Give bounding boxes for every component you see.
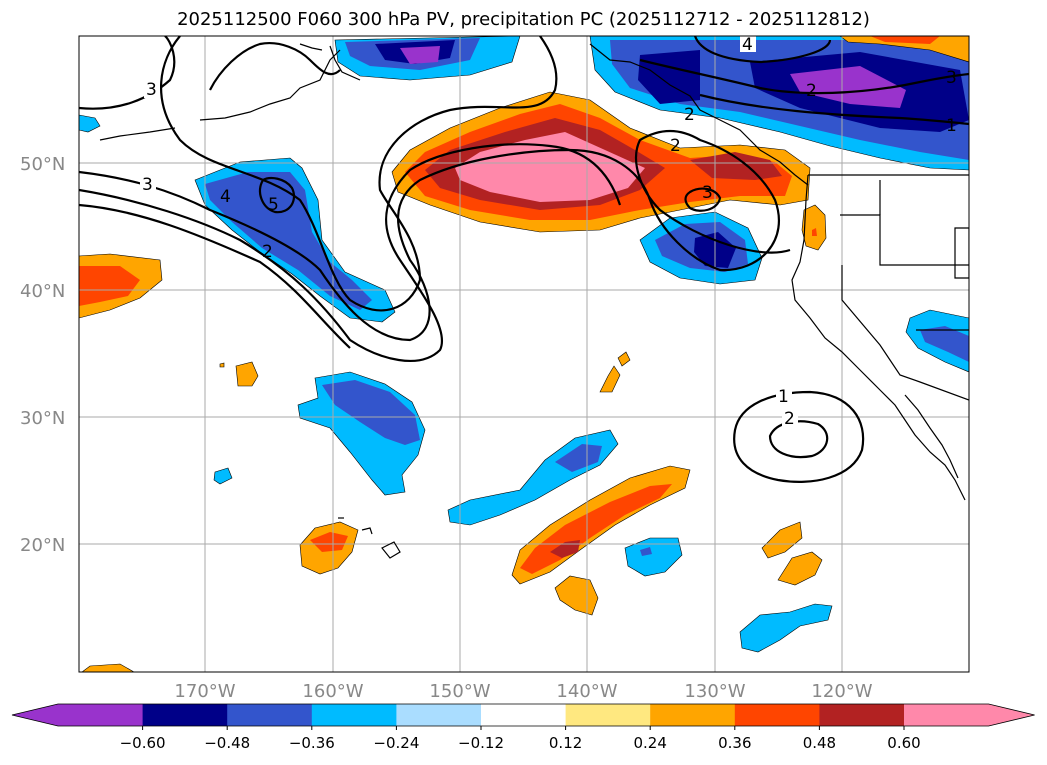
- precip-anomaly-positive: [455, 132, 645, 202]
- precip-anomaly-negative: [739, 603, 833, 653]
- precip-anomaly-negative: [640, 547, 652, 556]
- colorbar-tick-label: −0.48: [204, 734, 250, 752]
- coastlines: [99, 43, 969, 559]
- colorbar-tick-label: −0.24: [373, 734, 419, 752]
- precip-anomaly-positive: [235, 361, 259, 387]
- lat-label-40n: 40°N: [20, 281, 65, 302]
- lon-label-160w: 160°W: [302, 681, 363, 702]
- precip-anomaly-positive: [777, 551, 823, 586]
- contour-label: 2: [262, 242, 273, 262]
- lon-label-120w: 120°W: [811, 681, 872, 702]
- contour-label: 3: [946, 68, 957, 88]
- lon-axis: 170°W 160°W 150°W 140°W 130°W 120°W: [174, 681, 872, 702]
- map-panel: 3 4 3 4 5 2 2 3 2 1 3 2 1 2: [79, 35, 969, 672]
- colorbar-swatch: [311, 704, 397, 726]
- contour-label: 5: [268, 195, 279, 215]
- contour-labels: 3 4 3 4 5 2 2 3 2 1 3 2 1 2: [140, 35, 957, 429]
- lon-label-140w: 140°W: [556, 681, 617, 702]
- precip-anomaly-negative: [205, 172, 372, 310]
- lon-label-170w: 170°W: [174, 681, 235, 702]
- contour-label: 1: [778, 387, 789, 407]
- map-border: [78, 35, 970, 673]
- precip-anomaly-positive: [801, 204, 827, 251]
- colorbar-tick-label: 0.60: [887, 734, 920, 752]
- colorbar-swatch: [819, 704, 905, 726]
- precip-anomaly-positive: [219, 362, 225, 368]
- colorbar-swatch: [396, 704, 482, 726]
- precip-anomaly-positive: [79, 266, 140, 306]
- colorbar-tick-label: 0.12: [549, 734, 582, 752]
- colorbar-swatch: [565, 704, 651, 726]
- colorbar-swatch: [227, 704, 313, 726]
- contour-label: 2: [670, 136, 681, 156]
- colorbar-swatch: [904, 704, 990, 726]
- map-title: 2025112500 F060 300 hPa PV, precipitatio…: [177, 9, 870, 30]
- precip-anomaly-negative: [400, 46, 440, 64]
- lat-label-30n: 30°N: [20, 408, 65, 429]
- colorbar-swatch: [734, 704, 820, 726]
- contour-label: 4: [742, 35, 753, 55]
- contour-label: 3: [702, 183, 713, 203]
- colorbar-swatch: [58, 704, 144, 726]
- precip-anomaly-positive: [310, 532, 348, 552]
- precip-anomaly-negative: [790, 66, 906, 108]
- contour-label: 2: [784, 409, 795, 429]
- lat-axis: 50°N 40°N 30°N 20°N: [20, 154, 65, 556]
- lon-label-150w: 150°W: [429, 681, 490, 702]
- colorbar-tick-label: 0.48: [803, 734, 836, 752]
- colorbar: [11, 703, 1035, 727]
- precip-anomaly-negative: [322, 380, 420, 445]
- graticule: [79, 36, 969, 672]
- contour-label: 2: [806, 81, 817, 101]
- lon-label-130w: 130°W: [684, 681, 745, 702]
- colorbar-swatch: [481, 704, 567, 726]
- precip-anomaly-positive: [839, 36, 969, 63]
- colorbar-swatch: [142, 704, 228, 726]
- precip-anomaly-positive: [690, 152, 782, 180]
- contour-label: 4: [220, 187, 231, 207]
- colorbar-tick-label: −0.60: [120, 734, 166, 752]
- colorbar-tick-label: −0.12: [458, 734, 504, 752]
- colorbar-tick-label: 0.36: [718, 734, 751, 752]
- colorbar-tick-label: 0.24: [633, 734, 666, 752]
- precip-anomaly-positive: [599, 365, 621, 393]
- contour-label: 3: [146, 80, 157, 100]
- precip-anomaly-positive: [81, 663, 135, 672]
- precip-anomaly-negative: [624, 537, 683, 577]
- colorbar-outline: [11, 703, 1035, 727]
- colorbar-swatch: [650, 704, 736, 726]
- contour-label: 2: [684, 105, 695, 125]
- colorbar-extend-high: [988, 704, 1035, 726]
- precip-anomaly-negative: [555, 444, 602, 472]
- colorbar-ticks: −0.60 −0.48 −0.36 −0.24 −0.12 0.12 0.24 0.36 0.4…: [120, 726, 921, 752]
- precip-anomaly-negative: [79, 114, 101, 133]
- contour-label: 1: [946, 116, 957, 136]
- lat-label-20n: 20°N: [20, 535, 65, 556]
- precip-anomaly-negative: [213, 467, 233, 485]
- precip-anomaly-negative: [920, 326, 969, 362]
- precip-anomaly-positive: [617, 351, 631, 367]
- precip-anomaly-positive: [761, 521, 803, 559]
- colorbar-tick-label: −0.36: [289, 734, 335, 752]
- lat-label-50n: 50°N: [20, 154, 65, 175]
- pv-contours: [79, 36, 969, 483]
- contour-label: 3: [142, 175, 153, 195]
- colorbar-extend-low: [12, 704, 58, 726]
- precip-anomaly-positive: [812, 228, 817, 236]
- precip-anomaly-positive: [870, 36, 940, 44]
